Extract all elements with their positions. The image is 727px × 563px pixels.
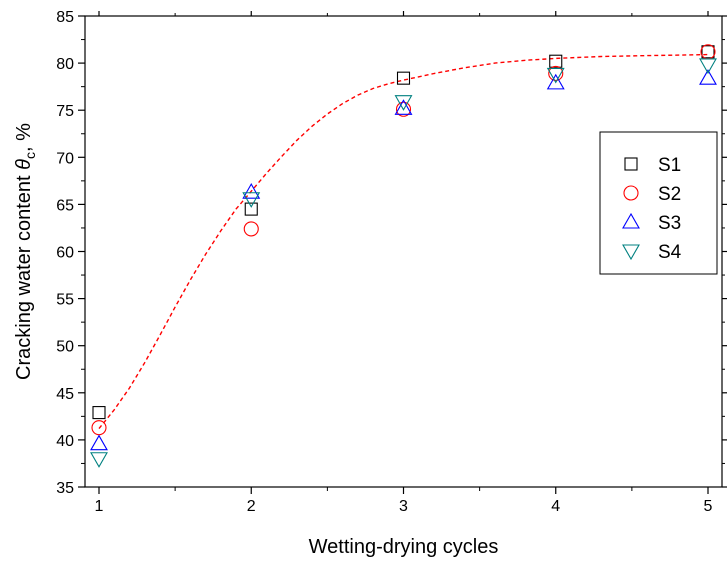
y-tick-label: 85 xyxy=(56,9,74,26)
data-point-s1 xyxy=(244,202,258,216)
data-point-s1 xyxy=(549,54,563,68)
y-axis-title-symbol: θ xyxy=(13,159,35,170)
x-axis-title: Wetting-drying cycles xyxy=(309,536,499,558)
legend-label-s4: S4 xyxy=(658,242,682,263)
legend-label-s3: S3 xyxy=(658,213,681,234)
data-point-s3 xyxy=(90,434,108,451)
legend-marker-s4 xyxy=(622,244,640,261)
fit-curve xyxy=(98,53,709,430)
x-tick-label: 1 xyxy=(95,498,104,515)
data-point-s1 xyxy=(396,71,411,85)
legend-box xyxy=(599,131,718,275)
data-point-s3 xyxy=(699,69,717,85)
plot-area-frame xyxy=(84,15,723,488)
data-point-s1 xyxy=(92,406,106,420)
y-axis-title-main: Cracking water content xyxy=(13,170,35,380)
data-point-s1 xyxy=(701,45,715,59)
y-tick-label: 75 xyxy=(56,103,74,120)
data-point-s2 xyxy=(243,221,259,237)
legend-marker-s1 xyxy=(624,157,638,171)
data-point-s4 xyxy=(90,452,108,468)
data-point-s4 xyxy=(546,67,565,84)
legend-marker-s2 xyxy=(623,185,639,201)
y-axis-title-subscript: c xyxy=(22,152,38,159)
y-axis-title: Cracking water content θc, % xyxy=(13,123,38,380)
y-tick-label: 50 xyxy=(56,339,74,356)
y-tick-label: 80 xyxy=(56,56,74,73)
y-tick-label: 55 xyxy=(56,292,74,309)
x-tick-label: 4 xyxy=(551,498,560,515)
x-tick-label: 2 xyxy=(247,498,256,515)
data-point-s2 xyxy=(700,44,716,60)
x-tick-label: 5 xyxy=(704,498,713,515)
legend-label-s2: S2 xyxy=(658,184,681,205)
data-point-s3 xyxy=(242,183,261,199)
y-tick-label: 65 xyxy=(56,197,74,214)
data-point-s3 xyxy=(394,99,413,115)
y-tick-label: 60 xyxy=(56,245,74,262)
data-point-s2 xyxy=(395,101,412,117)
y-tick-label: 45 xyxy=(56,386,74,403)
y-axis-title-unit: , % xyxy=(13,123,35,152)
y-tick-label: 35 xyxy=(56,480,74,497)
legend: S1 S2 S3 S4 xyxy=(599,131,718,275)
data-points-layer xyxy=(90,44,717,468)
legend-label-s1: S1 xyxy=(658,155,681,176)
data-point-s4 xyxy=(242,192,261,208)
x-tick-label: 3 xyxy=(399,498,408,515)
fit-curve-layer xyxy=(98,53,709,430)
data-point-s3 xyxy=(546,73,565,90)
legend-marker-s3 xyxy=(622,212,640,229)
y-tick-label: 40 xyxy=(56,433,74,450)
data-point-s4 xyxy=(699,58,717,75)
data-point-s4 xyxy=(394,95,413,111)
data-point-s2 xyxy=(548,65,564,82)
y-tick-label: 70 xyxy=(56,150,74,167)
